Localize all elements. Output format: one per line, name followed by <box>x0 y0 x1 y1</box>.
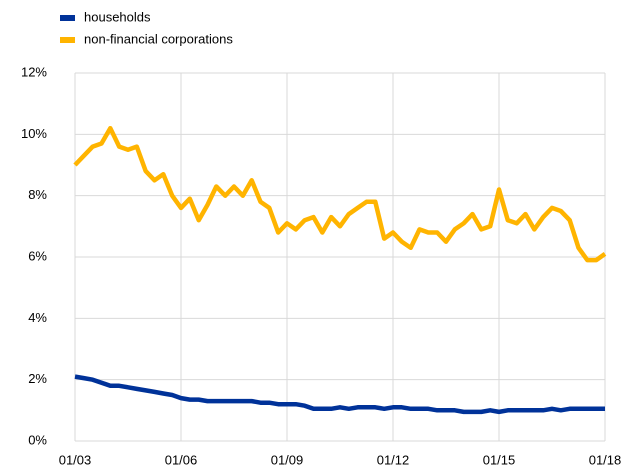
x-tick-label: 01/09 <box>271 452 304 467</box>
x-tick-label: 01/06 <box>165 452 198 467</box>
legend-label: households <box>84 9 151 24</box>
x-tick-label: 01/03 <box>59 452 92 467</box>
x-tick-label: 01/15 <box>483 452 516 467</box>
y-tick-label: 2% <box>28 371 47 386</box>
y-tick-label: 4% <box>28 310 47 325</box>
legend-swatch <box>60 15 75 21</box>
y-tick-label: 12% <box>21 64 47 79</box>
y-tick-label: 8% <box>28 187 47 202</box>
y-tick-label: 6% <box>28 248 47 263</box>
y-tick-label: 10% <box>21 126 47 141</box>
legend-label: non-financial corporations <box>84 31 233 46</box>
x-tick-label: 01/18 <box>589 452 622 467</box>
legend-swatch <box>60 37 75 43</box>
x-tick-label: 01/12 <box>377 452 410 467</box>
series-line <box>73 125 607 263</box>
series-line <box>74 374 605 415</box>
y-tick-label: 0% <box>28 432 47 447</box>
